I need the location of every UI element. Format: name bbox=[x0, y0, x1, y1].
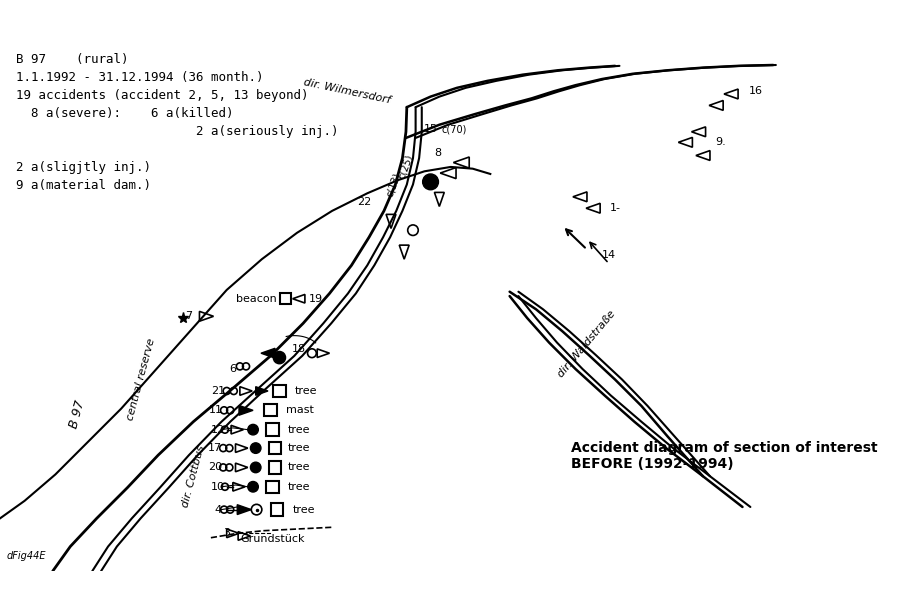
Text: tree: tree bbox=[288, 443, 310, 453]
Bar bbox=[266, 480, 278, 493]
Text: tree: tree bbox=[288, 463, 310, 472]
Text: dFig44E: dFig44E bbox=[7, 551, 47, 561]
Bar bbox=[269, 442, 281, 454]
Text: 20: 20 bbox=[208, 463, 222, 472]
Bar bbox=[280, 294, 290, 304]
Circle shape bbox=[247, 482, 258, 492]
Circle shape bbox=[250, 462, 261, 472]
Text: 22: 22 bbox=[357, 197, 372, 207]
Text: 10: 10 bbox=[211, 482, 225, 492]
Text: 17: 17 bbox=[208, 443, 222, 453]
Text: c(70): c(70) bbox=[440, 124, 466, 134]
Circle shape bbox=[422, 174, 438, 190]
Circle shape bbox=[273, 351, 285, 364]
Text: 6: 6 bbox=[229, 364, 236, 374]
Text: 7: 7 bbox=[185, 311, 192, 321]
Text: dir. Wilmersdorf: dir. Wilmersdorf bbox=[302, 77, 391, 105]
Circle shape bbox=[247, 424, 258, 435]
Text: 3: 3 bbox=[223, 528, 230, 538]
Text: 12: 12 bbox=[210, 424, 225, 435]
Text: Grundstück: Grundstück bbox=[240, 534, 304, 545]
Text: dir. Waldstraße: dir. Waldstraße bbox=[556, 309, 617, 380]
Text: 8: 8 bbox=[434, 148, 441, 158]
Text: dir. Cottbus: dir. Cottbus bbox=[180, 444, 207, 508]
Text: 15: 15 bbox=[423, 124, 437, 134]
Bar bbox=[266, 424, 278, 436]
Text: 11: 11 bbox=[209, 406, 223, 415]
Text: Accident diagram of section of interest
BEFORE (1992-1994): Accident diagram of section of interest … bbox=[570, 441, 877, 471]
Text: B 97    (rural)
1.1.1992 - 31.12.1994 (36 month.)
19 accidents (accident 2, 5, 1: B 97 (rural) 1.1.1992 - 31.12.1994 (36 m… bbox=[16, 53, 338, 192]
Text: 9.: 9. bbox=[714, 137, 725, 147]
Bar bbox=[264, 404, 277, 416]
Text: central reserve: central reserve bbox=[124, 337, 156, 422]
Text: 16: 16 bbox=[748, 86, 762, 96]
Polygon shape bbox=[237, 505, 251, 514]
Text: beacon: beacon bbox=[235, 294, 277, 304]
Text: B 97: B 97 bbox=[68, 399, 87, 430]
Text: 21: 21 bbox=[210, 386, 225, 396]
Text: 1-: 1- bbox=[609, 203, 620, 213]
Text: 14: 14 bbox=[602, 250, 615, 260]
Text: tree: tree bbox=[292, 505, 315, 514]
Text: 18: 18 bbox=[291, 344, 306, 354]
Polygon shape bbox=[261, 348, 275, 358]
Polygon shape bbox=[255, 387, 268, 395]
Bar bbox=[269, 461, 281, 474]
Text: c(13): c(13) bbox=[384, 171, 402, 198]
Polygon shape bbox=[239, 406, 253, 415]
Text: 4: 4 bbox=[214, 505, 221, 514]
Text: c(25): c(25) bbox=[397, 153, 415, 181]
Bar bbox=[271, 503, 282, 516]
Bar bbox=[273, 385, 285, 397]
Text: 19: 19 bbox=[309, 294, 323, 304]
Text: mast: mast bbox=[285, 406, 313, 415]
Text: tree: tree bbox=[288, 482, 310, 492]
Text: tree: tree bbox=[288, 424, 310, 435]
Circle shape bbox=[250, 443, 261, 454]
Text: tree: tree bbox=[294, 386, 317, 396]
